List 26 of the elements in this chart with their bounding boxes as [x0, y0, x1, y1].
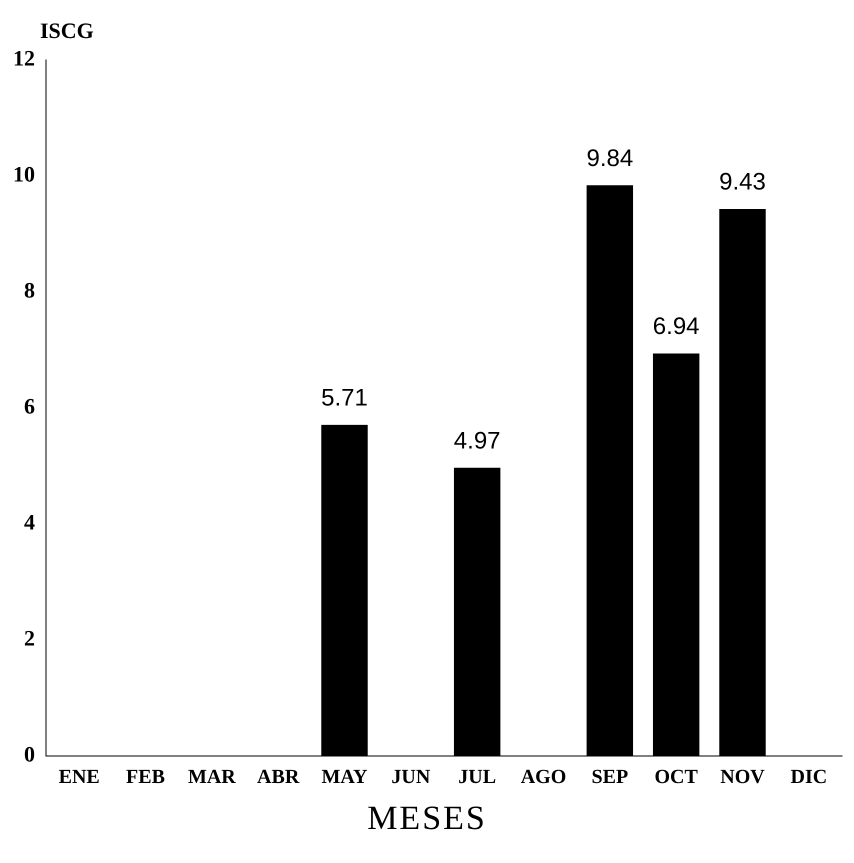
- x-tick-label: SEP: [591, 766, 628, 788]
- data-label: 4.97: [454, 427, 501, 454]
- y-tick-label: 10: [13, 162, 35, 187]
- y-tick-label: 2: [24, 626, 35, 651]
- y-axis-title: ISCG: [40, 18, 94, 44]
- y-tick-label: 6: [24, 394, 35, 419]
- x-tick-label: ABR: [257, 766, 300, 788]
- x-tick-label: JUN: [391, 766, 431, 788]
- x-tick-label: OCT: [654, 766, 698, 788]
- x-tick-label: MAY: [322, 766, 368, 788]
- x-tick-label: NOV: [720, 766, 766, 788]
- x-tick-label: JUL: [458, 766, 496, 788]
- data-label: 9.43: [719, 168, 766, 196]
- x-tick-label: DIC: [790, 766, 828, 788]
- data-label: 9.84: [586, 144, 634, 172]
- x-tick-label: AGO: [520, 766, 566, 788]
- y-tick-label: 4: [24, 510, 35, 535]
- x-tick-label: FEB: [126, 766, 165, 788]
- y-tick-label: 0: [24, 742, 35, 767]
- x-axis-title: MESES: [366, 800, 488, 838]
- data-label: 5.71: [321, 384, 368, 412]
- y-tick-label: 12: [13, 46, 35, 71]
- x-tick-label: ENE: [58, 766, 100, 788]
- data-label: 6.94: [652, 313, 700, 340]
- y-tick-label: 8: [24, 278, 35, 303]
- x-tick-label: MAR: [188, 766, 236, 788]
